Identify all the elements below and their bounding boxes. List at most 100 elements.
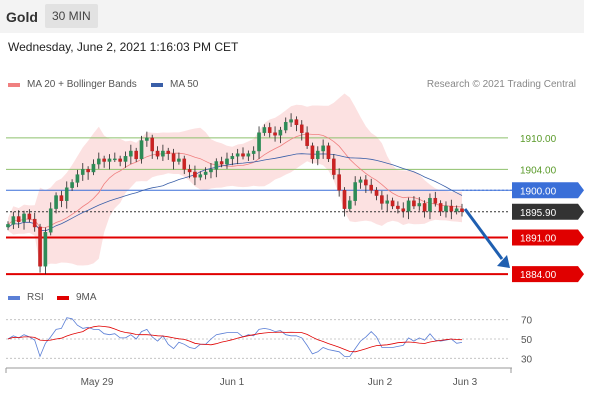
x-axis-tick-label: Jun 2 <box>368 377 393 388</box>
legend-label-9ma: 9MA <box>76 292 97 303</box>
header-bar: Gold 30 MIN <box>0 0 584 33</box>
candle <box>412 196 416 210</box>
candle <box>230 153 235 166</box>
candle <box>145 131 149 147</box>
candle <box>38 223 42 273</box>
candle <box>348 196 352 212</box>
candle <box>289 113 293 127</box>
legend-label-rsi: RSI <box>27 292 44 303</box>
legend-swatch-ma50 <box>151 82 163 87</box>
bollinger-band-area <box>8 93 462 267</box>
candle <box>113 152 117 163</box>
candle <box>32 212 37 232</box>
x-axis-tick-label: Jun 3 <box>453 377 478 388</box>
candle <box>75 169 80 188</box>
level-label-last: 1895.90 <box>512 203 584 220</box>
candle <box>369 178 374 194</box>
candle <box>134 147 138 163</box>
candle <box>171 148 176 170</box>
candle <box>321 139 325 159</box>
candle <box>235 148 240 165</box>
copyright-text: Research © 2021 Trading Central <box>426 79 576 90</box>
x-axis: May 29 Jun 1 Jun 2 Jun 3 <box>5 367 512 388</box>
asset-title: Gold <box>6 9 38 25</box>
candle <box>193 165 197 186</box>
ma20-line <box>7 133 463 229</box>
candle <box>278 126 283 144</box>
candle <box>102 155 106 168</box>
level-label-box <box>512 229 584 246</box>
level-label-text: 1895.90 <box>520 208 557 219</box>
rsi-level-label: 50 <box>521 335 533 346</box>
candle <box>380 190 384 210</box>
candle <box>337 168 341 197</box>
candle <box>209 163 213 179</box>
candle <box>118 155 122 167</box>
level-label-box <box>512 266 584 283</box>
candle <box>401 202 406 218</box>
candle <box>364 175 368 193</box>
legend-9ma: 9MA <box>57 292 97 303</box>
candle <box>417 197 422 211</box>
candle <box>251 146 256 160</box>
x-axis-tick-label: May 29 <box>81 377 114 388</box>
level-label-support: 1884.00 <box>512 266 584 283</box>
level-label-box <box>512 182 584 199</box>
candle <box>262 124 267 136</box>
candle <box>214 158 219 178</box>
price-level-labels: 1910.00 1904.00 1900.00 1895.90 1891.00 1884.… <box>512 134 584 283</box>
forecast-arrow-line <box>463 208 504 260</box>
timeframe-badge[interactable]: 30 MIN <box>45 4 98 28</box>
candle <box>155 146 160 160</box>
candle <box>406 197 411 220</box>
legend-rsi: RSI <box>8 292 44 303</box>
level-label-resistance: 1904.00 <box>520 165 557 176</box>
level-label-pivot: 1900.00 <box>512 182 584 199</box>
candle <box>428 193 432 220</box>
rsi-panel: 70 50 30 <box>6 316 533 365</box>
candle <box>177 152 181 165</box>
candle <box>182 155 187 175</box>
ma50-line <box>7 153 463 232</box>
candle <box>27 209 32 223</box>
candle <box>299 120 304 141</box>
candle <box>305 126 309 149</box>
candle <box>96 152 101 169</box>
price-levels <box>6 137 512 276</box>
candle <box>139 135 144 164</box>
candle <box>310 142 315 164</box>
legend-label-ma50: MA 50 <box>170 79 199 90</box>
candle <box>198 171 203 181</box>
candle <box>358 176 363 189</box>
candle <box>374 187 379 201</box>
rsi-9ma-line <box>7 325 463 353</box>
candle <box>107 154 112 170</box>
candle <box>342 187 347 217</box>
candle <box>283 117 288 134</box>
candlesticks <box>6 113 464 275</box>
rsi-level-label: 70 <box>521 316 533 327</box>
forecast-arrow-head <box>497 255 510 268</box>
candle <box>267 122 272 138</box>
candle <box>241 147 245 160</box>
level-label-text: 1910.00 <box>520 134 557 145</box>
timestamp: Wednesday, June 2, 2021 1:16:03 PM CET <box>8 40 239 54</box>
candle <box>16 210 21 229</box>
candle <box>43 227 48 275</box>
x-axis-tick-label: Jun 1 <box>220 377 245 388</box>
candle <box>54 192 58 214</box>
candle <box>257 126 261 159</box>
candle <box>59 190 64 208</box>
candle <box>48 202 53 236</box>
level-label-box <box>512 203 584 220</box>
moving-averages <box>7 133 463 232</box>
candle <box>273 126 277 142</box>
candle <box>294 116 299 132</box>
candle <box>449 199 454 220</box>
legend-swatch-ma20 <box>8 82 20 87</box>
level-label-text: 1884.00 <box>520 270 557 281</box>
candle <box>353 176 357 206</box>
level-label-text: 1904.00 <box>520 165 557 176</box>
legend-swatch-9ma <box>57 295 69 300</box>
